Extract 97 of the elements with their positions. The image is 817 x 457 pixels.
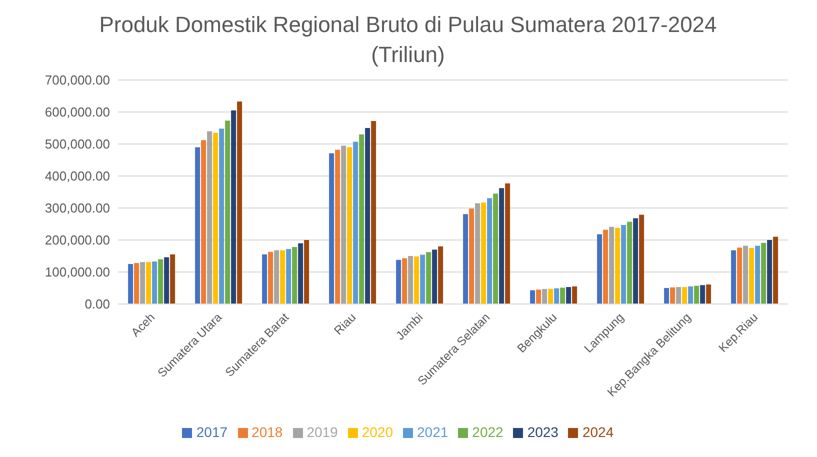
legend-label: 2018 <box>252 424 283 440</box>
bar <box>292 247 298 304</box>
bar <box>432 250 438 304</box>
bar <box>548 288 554 304</box>
bar <box>402 258 408 304</box>
bar <box>475 203 480 304</box>
bar <box>219 128 224 304</box>
bar <box>749 248 754 304</box>
bar <box>335 150 340 304</box>
legend-label: 2024 <box>582 424 614 440</box>
bar <box>438 246 444 304</box>
bar <box>213 132 218 304</box>
legend-label: 2021 <box>417 424 448 440</box>
bar <box>201 140 206 304</box>
y-tick-label: 300,000.00 <box>44 200 110 216</box>
bar <box>414 256 420 304</box>
bar <box>353 142 358 304</box>
bar <box>688 286 694 304</box>
bar <box>737 248 742 304</box>
bar <box>134 263 140 304</box>
y-tick-label: 400,000.00 <box>44 168 110 184</box>
bar <box>487 198 492 304</box>
bar <box>676 287 682 304</box>
bar <box>731 250 736 304</box>
bar <box>493 194 498 304</box>
bar <box>304 240 310 304</box>
legend-label: 2019 <box>306 424 338 440</box>
bar <box>554 288 560 304</box>
bar <box>767 240 772 304</box>
bar <box>420 254 426 304</box>
bar <box>633 218 638 304</box>
bar <box>347 147 352 304</box>
bar <box>280 250 286 304</box>
legend-label: 2023 <box>527 424 558 440</box>
bar <box>700 285 706 304</box>
bar <box>755 246 760 304</box>
y-tick-label: 700,000.00 <box>44 72 110 88</box>
bar <box>706 284 712 304</box>
bar <box>566 287 572 304</box>
chart-title: Produk Domestik Regional Bruto di Pulau Sumatera 2017-2024 (Triliun) <box>98 11 718 69</box>
bar <box>542 288 548 304</box>
bar <box>469 208 474 304</box>
y-tick-label: 200,000.00 <box>44 232 110 248</box>
bar <box>359 134 364 304</box>
bar <box>536 290 542 304</box>
bar <box>170 254 176 304</box>
bar <box>286 248 292 304</box>
bar <box>365 128 370 304</box>
bar <box>682 287 688 304</box>
bar <box>530 290 536 304</box>
bar <box>396 260 402 304</box>
bar <box>231 110 236 304</box>
bar <box>743 246 748 304</box>
bar <box>627 222 632 304</box>
y-tick-label: 600,000.00 <box>44 104 110 120</box>
bar <box>597 234 602 304</box>
bar <box>670 287 676 304</box>
bar <box>341 146 346 304</box>
bar <box>408 256 414 304</box>
bar <box>572 286 578 304</box>
bar <box>639 214 644 304</box>
bar <box>140 262 146 304</box>
bar <box>603 230 608 304</box>
bar <box>621 224 626 304</box>
legend-label: 2020 <box>362 424 393 440</box>
bar <box>329 153 334 304</box>
bar <box>128 264 134 304</box>
bar <box>237 101 242 304</box>
bar <box>164 257 170 304</box>
y-tick-label: 0.00 <box>84 296 110 312</box>
bar <box>158 259 164 304</box>
bar <box>481 202 486 304</box>
bar <box>268 252 274 304</box>
y-tick-label: 100,000.00 <box>44 264 110 280</box>
bar <box>426 252 432 304</box>
bar <box>195 147 200 304</box>
bar <box>207 131 212 304</box>
bar <box>274 250 280 304</box>
bar <box>146 262 152 304</box>
bar <box>664 288 670 304</box>
bar <box>371 120 376 304</box>
bar <box>609 226 614 304</box>
bar <box>463 214 468 304</box>
bar <box>505 183 510 304</box>
bar <box>761 242 766 304</box>
legend-label: 2017 <box>196 424 228 440</box>
bar <box>152 261 158 304</box>
bar <box>560 288 566 304</box>
bar <box>615 228 620 304</box>
bar <box>298 243 304 304</box>
bar <box>773 236 778 304</box>
bar <box>225 120 230 304</box>
legend-label: 2022 <box>472 424 504 440</box>
y-tick-label: 500,000.00 <box>44 136 110 152</box>
bar <box>499 188 504 304</box>
bar <box>694 286 700 304</box>
bar <box>262 254 268 304</box>
